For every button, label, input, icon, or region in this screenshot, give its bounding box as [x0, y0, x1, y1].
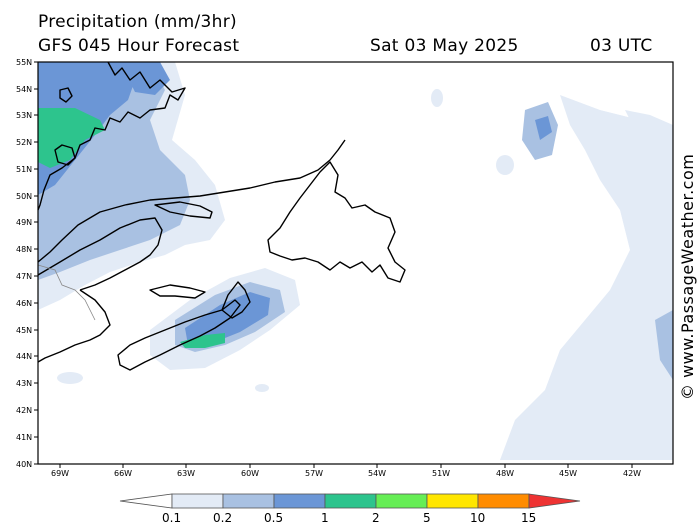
legend-label-1: 1: [321, 511, 329, 525]
precip-light-spot4: [255, 384, 269, 392]
precip-intense-labrador: [38, 108, 105, 168]
lat-label-46n: 46N: [16, 299, 32, 308]
lat-label-53n: 53N: [16, 111, 32, 120]
legend-labels: 0.1 0.2 0.5 1 2 5 10 15: [162, 511, 536, 525]
legend-swatch-0.1-0.2: [171, 493, 224, 509]
lat-label-51n: 51N: [16, 165, 32, 174]
legend-label-15: 15: [521, 511, 536, 525]
precip-heavy-east: [535, 116, 552, 140]
coastline-labrador-lake2: [59, 87, 73, 103]
coastline-gaspe: [37, 217, 163, 291]
lat-label-43n: 43N: [16, 379, 32, 388]
legend-swatch-1-2: [324, 493, 377, 509]
forecast-date: Sat 03 May 2025: [370, 36, 519, 56]
lat-label-44n: 44N: [16, 352, 32, 361]
lat-label-47n: 47N: [16, 272, 32, 281]
lon-label-60w: 60W: [241, 469, 259, 478]
lat-label-49n: 49N: [16, 218, 32, 227]
legend-colorbar: [119, 493, 581, 509]
map-title: Precipitation (mm/3hr): [38, 12, 237, 32]
coastline-anticosti: [154, 201, 213, 219]
legend-label-0.5: 0.5: [264, 511, 283, 525]
lat-label-41n: 41N: [16, 433, 32, 442]
coastline-cape-breton: [221, 281, 251, 319]
legend-label-5: 5: [423, 511, 431, 525]
precip-light-spot2: [431, 89, 443, 107]
coastline-layer: [37, 61, 406, 371]
provincial-border: [37, 264, 96, 321]
precip-intense-ns: [180, 333, 225, 348]
latitude-axis: [34, 61, 38, 465]
lat-label-42n: 42N: [16, 406, 32, 415]
legend-label-2: 2: [372, 511, 380, 525]
legend-swatch-above-15: [528, 493, 581, 509]
coastline-newfoundland: [267, 161, 406, 283]
precip-heavy-north2: [120, 62, 170, 95]
coastline-pei: [149, 284, 206, 299]
precip-heavy-ns: [185, 292, 270, 345]
lon-label-54w: 54W: [368, 469, 386, 478]
lon-label-42w: 42W: [623, 469, 641, 478]
lat-label-45n: 45N: [16, 326, 32, 335]
precip-light-spot1: [57, 372, 83, 384]
coastline-nova-scotia: [117, 299, 241, 371]
precip-light-spot3: [496, 155, 514, 175]
lon-label-57w: 57W: [305, 469, 323, 478]
lon-label-48w: 48W: [496, 469, 514, 478]
lon-label-51w: 51W: [432, 469, 450, 478]
precip-light-east: [500, 95, 673, 460]
legend-swatch-10-15: [477, 493, 530, 509]
lon-label-66w: 66W: [114, 469, 132, 478]
longitude-labels: 69W 66W 63W 60W 57W 54W 51W 48W 45W 42W: [51, 469, 641, 478]
legend-label-0.1: 0.1: [162, 511, 181, 525]
legend-swatch-5-10: [426, 493, 479, 509]
latitude-labels: 55N 54N 53N 52N 51N 50N 49N 48N 47N 46N …: [16, 58, 32, 469]
lon-label-45w: 45W: [559, 469, 577, 478]
lat-label-54n: 54N: [16, 85, 32, 94]
legend-label-10: 10: [470, 511, 485, 525]
precip-light-east2: [625, 110, 673, 200]
legend-swatch-2-5: [375, 493, 428, 509]
lat-label-50n: 50N: [16, 192, 32, 201]
longitude-axis: [59, 464, 633, 468]
lat-label-48n: 48N: [16, 245, 32, 254]
precip-light-spot5: [614, 294, 626, 306]
coastline-new-brunswick: [37, 289, 111, 363]
lat-label-52n: 52N: [16, 138, 32, 147]
legend-swatch-0.2-0.5: [222, 493, 275, 509]
coastline-quebec-north-shore: [37, 139, 346, 263]
lon-label-69w: 69W: [51, 469, 69, 478]
legend-label-0.2: 0.2: [213, 511, 232, 525]
lon-label-63w: 63W: [177, 469, 195, 478]
precip-moderate-east2: [655, 310, 673, 380]
map-frame: [37, 61, 674, 465]
legend-swatch-0.5-1: [273, 493, 326, 509]
coastline-labrador-lake: [54, 144, 76, 166]
legend-swatch-below-0.1: [119, 493, 173, 509]
lat-label-55n: 55N: [16, 58, 32, 67]
forecast-time: 03 UTC: [590, 36, 653, 56]
forecast-label: GFS 045 Hour Forecast: [38, 36, 240, 56]
lat-label-40n: 40N: [16, 460, 32, 469]
